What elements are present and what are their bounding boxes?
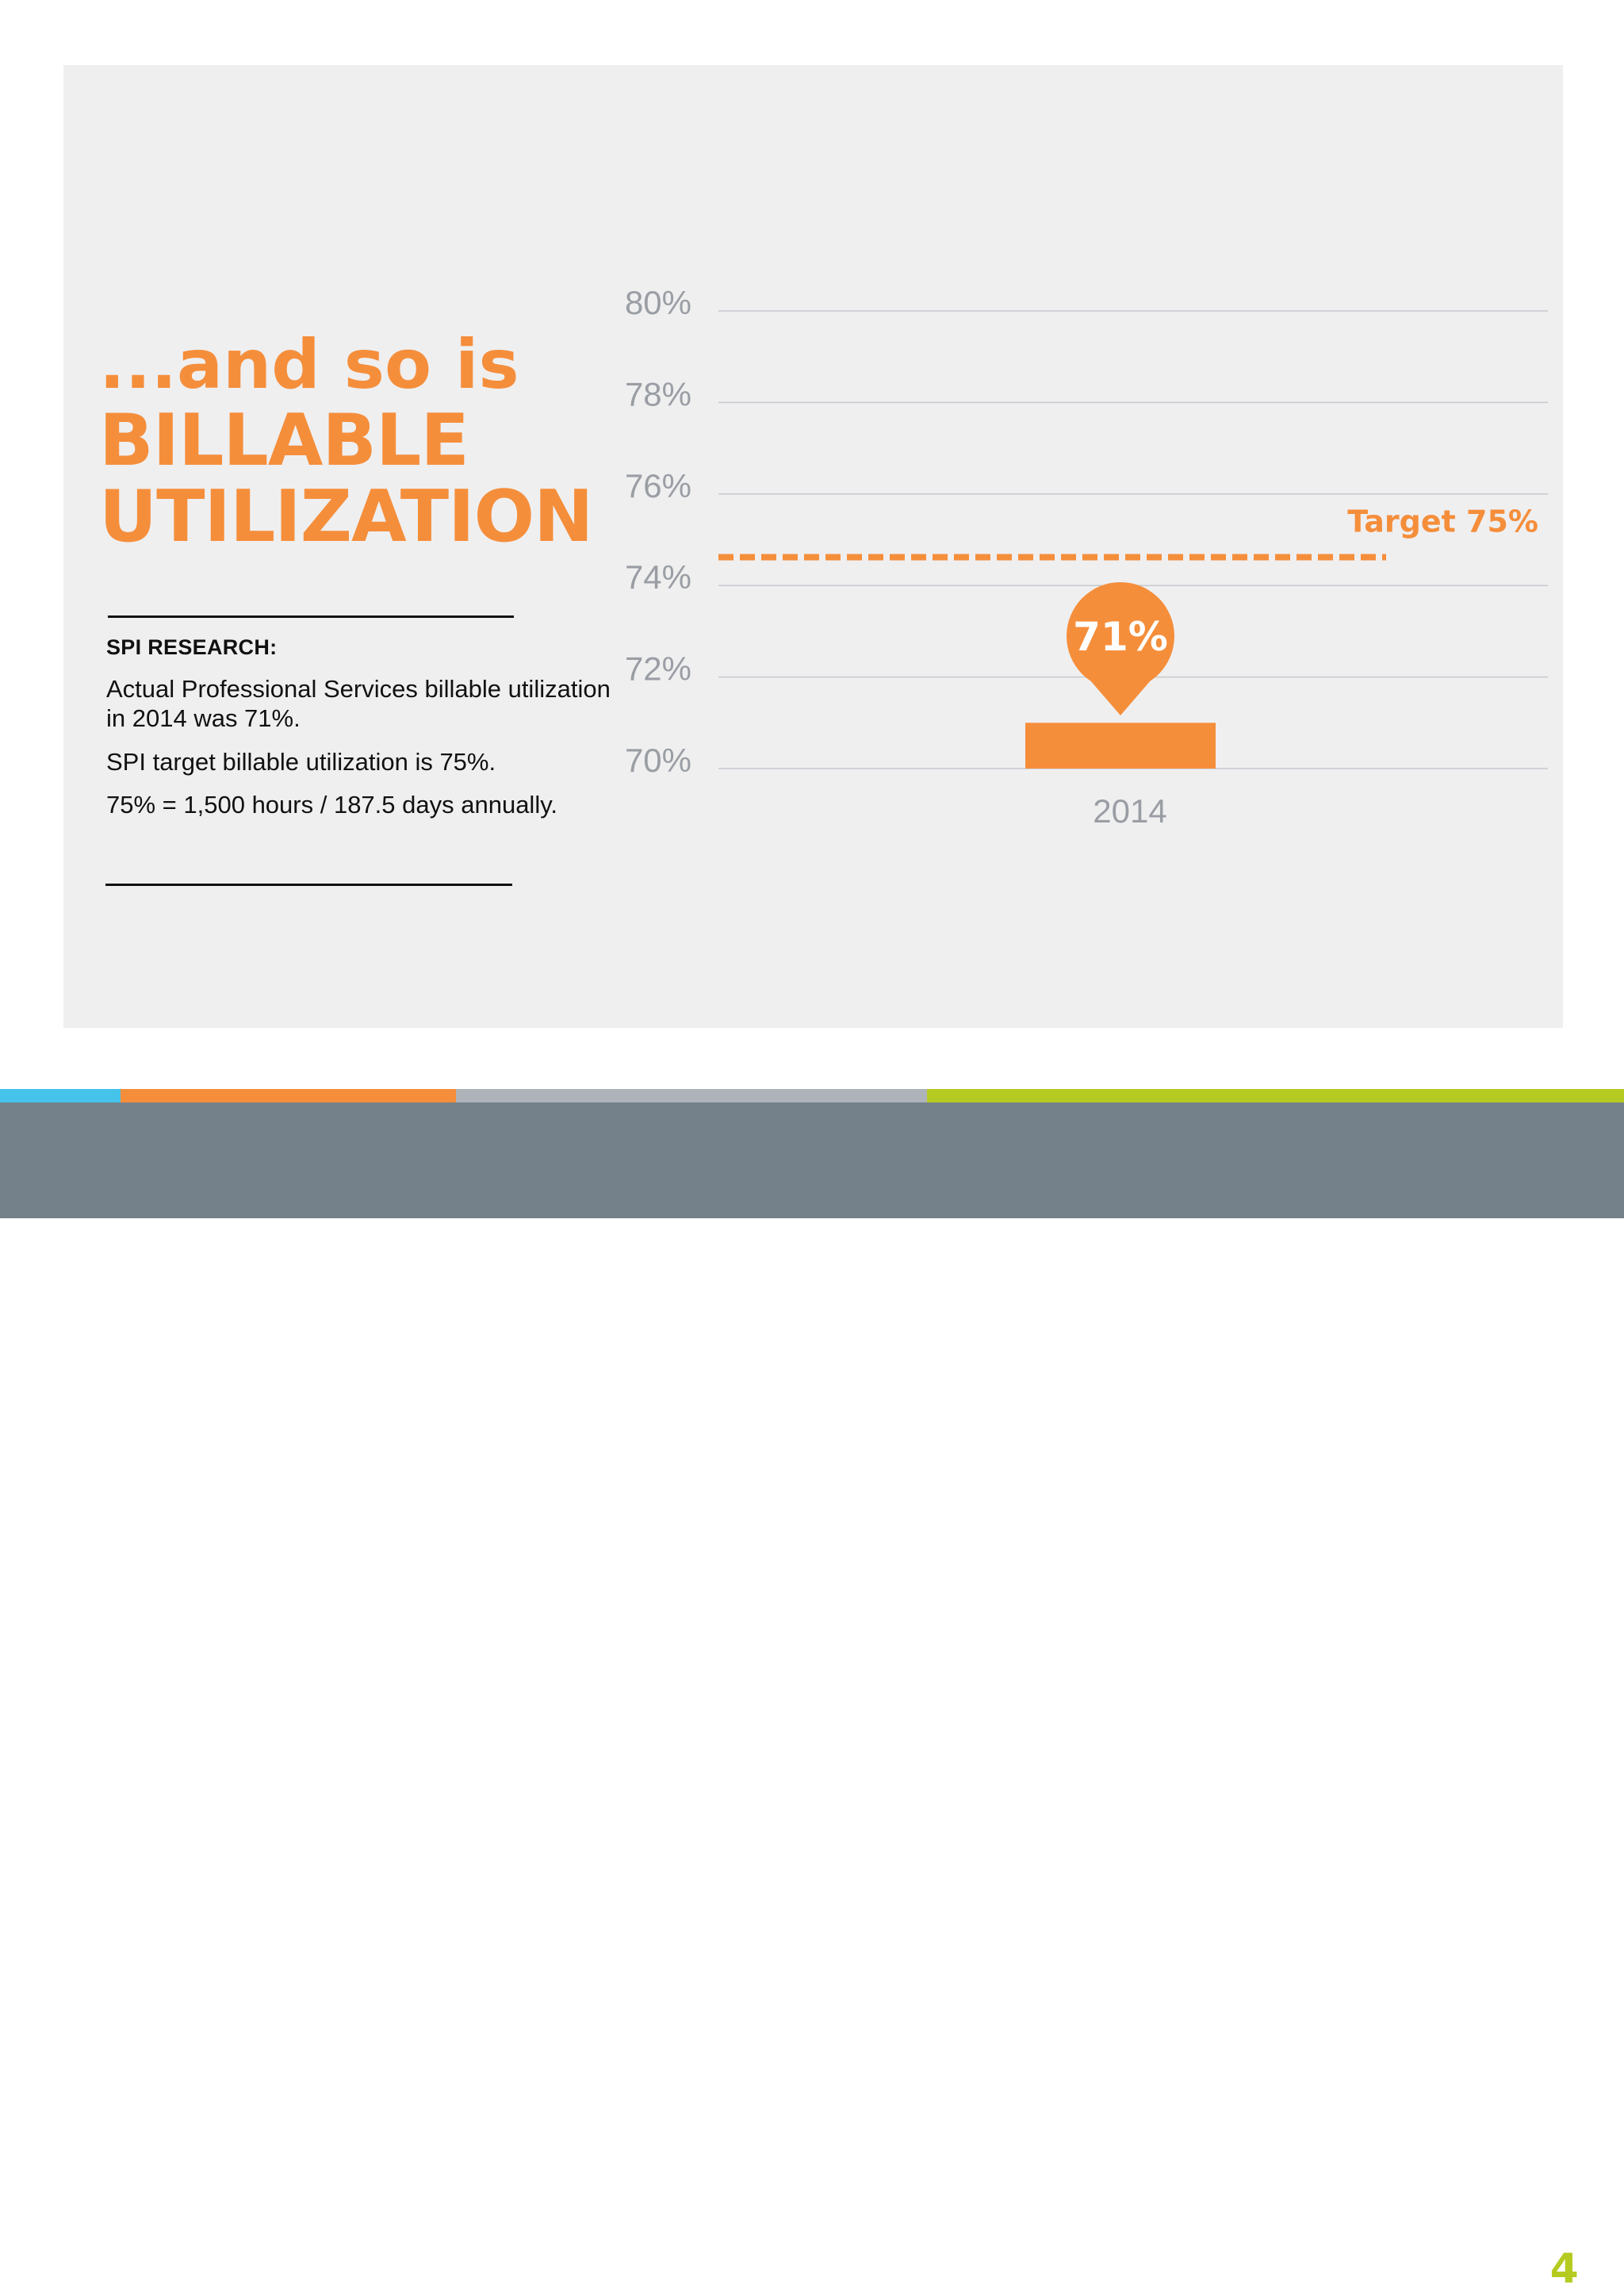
utilization-chart: 70% 72% 74% 76% 78% 80% 71% 2014 Target 75% <box>625 284 1548 830</box>
divider-top <box>108 615 514 618</box>
x-category-label: 2014 <box>1093 792 1166 830</box>
y-tick-label: 72% <box>625 650 691 688</box>
value-bubble-pointer <box>1090 681 1151 715</box>
content-panel <box>63 65 1563 1028</box>
footer-stripe-orange <box>121 1089 456 1102</box>
research-paragraph-hours: 75% = 1,500 hours / 187.5 days annually. <box>106 791 558 819</box>
y-tick-label: 70% <box>625 742 691 779</box>
footer-stripe-gray <box>456 1089 927 1102</box>
value-bubble <box>1067 582 1174 690</box>
page-number: 4 <box>63 2261 74 2281</box>
footer-stripe-green <box>927 1089 1624 1102</box>
research-title: SPI RESEARCH: <box>106 635 278 659</box>
footer-bar: 4 UNIT4 <box>0 1102 1624 2293</box>
logo-text: UNIT <box>1419 2245 1550 2293</box>
headline-line-1: ...and so is <box>99 325 519 405</box>
y-tick-label: 78% <box>625 375 691 412</box>
target-label: Target 75% <box>1347 504 1538 539</box>
research-paragraph-target: SPI target billable utilization is 75%. <box>106 748 496 776</box>
slide-headline: ...and so is BILLABLE UTILIZATION <box>99 325 593 558</box>
footer-stripe-blue <box>0 1089 121 1102</box>
y-tick-label: 80% <box>625 284 691 321</box>
y-tick-label: 76% <box>625 467 691 504</box>
y-tick-label: 74% <box>625 558 691 596</box>
logo-accent: 4 <box>1549 2245 1584 2293</box>
bar-value-label: 71% <box>1073 614 1168 660</box>
divider-bottom <box>105 884 512 886</box>
unit4-logo: UNIT4 <box>1419 2245 1584 2293</box>
research-paragraph-actual: Actual Professional Services billable ut… <box>106 675 611 732</box>
headline-line-2: BILLABLE <box>99 399 469 482</box>
bar <box>1025 723 1216 769</box>
headline-line-3: UTILIZATION <box>99 475 593 558</box>
